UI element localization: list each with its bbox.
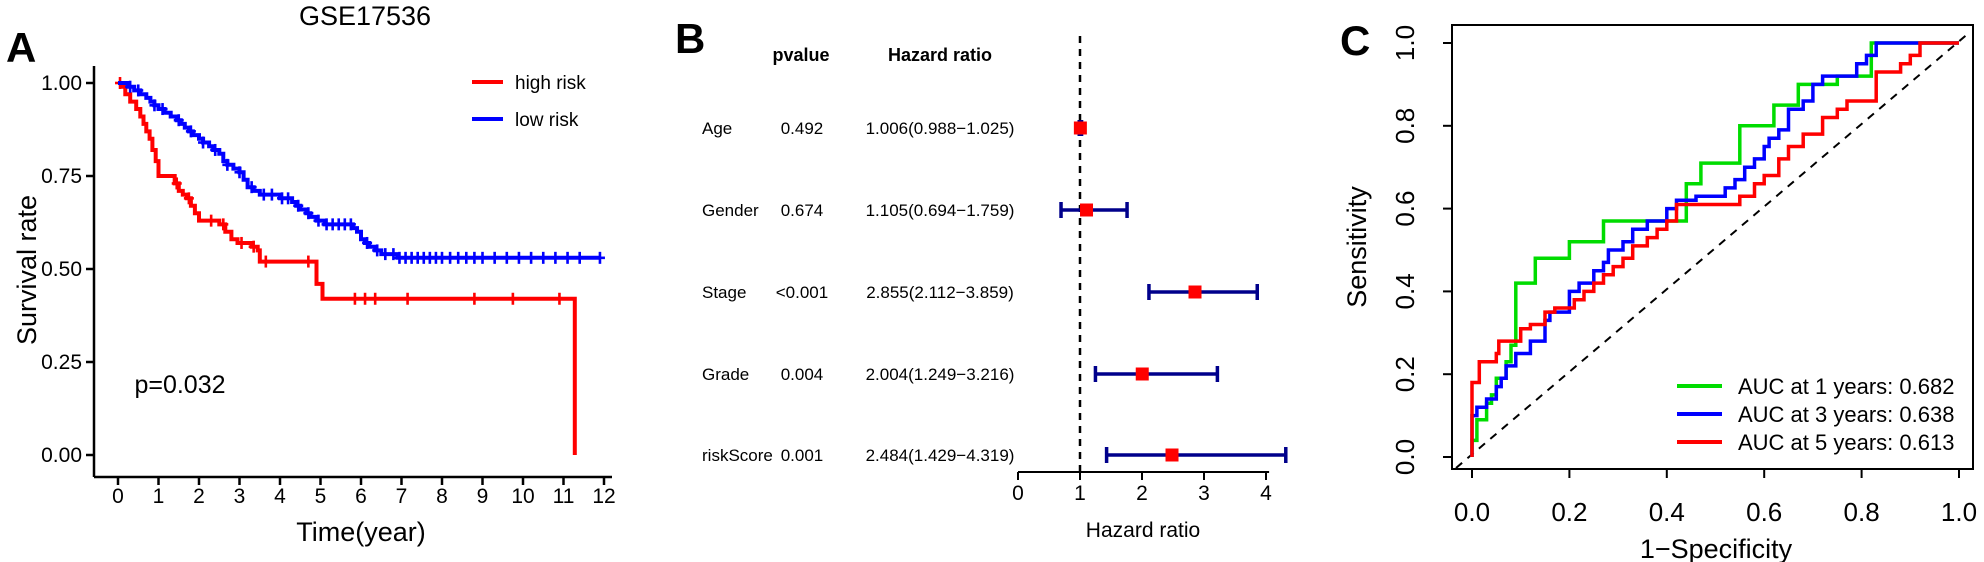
forest-axis-tick-label: 4 — [1260, 482, 1272, 505]
forest-row-label: Grade — [702, 365, 749, 384]
roc-y-tick-label: 0.8 — [1390, 108, 1420, 144]
roc-x-tick-label: 1.0 — [1941, 497, 1977, 527]
forest-row-pvalue: <0.001 — [776, 283, 828, 302]
forest-row-pvalue: 0.492 — [781, 119, 824, 138]
forest-hr-box — [1080, 203, 1094, 217]
km-y-tick-label: 0.25 — [41, 351, 82, 374]
roc-plot-box — [1451, 24, 1974, 470]
km-x-tick-label: 7 — [396, 485, 408, 508]
roc-x-tick-label: 0.8 — [1844, 497, 1880, 527]
km-pvalue-annotation: p=0.032 — [134, 371, 225, 399]
roc-x-tick-label: 0.4 — [1649, 497, 1685, 527]
panel-a-letter: A — [6, 24, 36, 71]
forest-hr-box — [1165, 448, 1179, 462]
km-axes: 0.000.250.500.751.000 1 2 3 4 5 6 7 8 9 10 11 12 — [41, 66, 616, 508]
forest-axis-tick-label: 1 — [1074, 482, 1086, 505]
forest-row-hr-text: 2.484(1.429−4.319) — [866, 446, 1015, 465]
roc-curve-1yr — [1470, 41, 1959, 457]
km-x-tick-label: 8 — [436, 485, 448, 508]
forest-table: Age 0.492 1.006(0.988−1.025) Gender 0.674 1.1… — [702, 119, 1014, 465]
km-x-tick-label: 4 — [274, 485, 286, 508]
roc-curves — [1455, 31, 1971, 469]
km-y-axis-title: Survival rate — [12, 195, 42, 345]
roc-y-tick-label: 0.2 — [1390, 356, 1420, 392]
roc-axes: 0.0 0.0 0.2 0.2 0.4 0.4 0.6 0.6 0.8 0.8 1.0 1.0 — [1390, 24, 1977, 527]
forest-header-hazard-ratio: Hazard ratio — [888, 45, 992, 65]
forest-hr-box — [1135, 367, 1149, 381]
forest-row-pvalue: 0.674 — [781, 201, 824, 220]
km-curve-high-risk — [118, 81, 577, 455]
roc-y-tick-label: 0.6 — [1390, 191, 1420, 227]
km-y-tick-label: 0.00 — [41, 444, 82, 467]
panel-c-letter: C — [1340, 17, 1370, 64]
forest-plot: 0 1 2 3 4 — [1012, 36, 1288, 505]
roc-x-axis-title: 1−Specificity — [1640, 534, 1793, 562]
km-x-tick-label: 9 — [477, 485, 489, 508]
roc-legend-1yr-label: AUC at 1 years: 0.682 — [1738, 374, 1954, 399]
km-legend-low-risk-label: low risk — [515, 110, 579, 131]
km-x-tick-label: 2 — [193, 485, 205, 508]
forest-header-pvalue: pvalue — [772, 45, 829, 65]
roc-y-axis-title: Sensitivity — [1342, 186, 1372, 308]
forest-axis-tick-label: 0 — [1012, 482, 1024, 505]
forest-row-label: Age — [702, 119, 732, 138]
roc-x-tick-label: 0.0 — [1454, 497, 1490, 527]
forest-axis-tick-label: 2 — [1136, 482, 1148, 505]
forest-row-hr-text: 2.855(2.112−3.859) — [866, 283, 1014, 302]
forest-axis-tick-label: 3 — [1198, 482, 1210, 505]
forest-row-label: Stage — [702, 283, 746, 302]
forest-row-label: Gender — [702, 201, 759, 220]
roc-curve-5yr — [1470, 41, 1959, 457]
roc-diagonal-reference-line — [1455, 31, 1971, 469]
km-x-axis-title: Time(year) — [296, 517, 426, 547]
forest-row-hr-text: 1.006(0.988−1.025) — [866, 119, 1015, 138]
km-x-tick-label: 6 — [355, 485, 367, 508]
roc-curve-3yr — [1470, 41, 1959, 457]
km-y-tick-label: 0.50 — [41, 258, 82, 281]
forest-row-pvalue: 0.001 — [781, 446, 824, 465]
roc-legend-3yr-label: AUC at 3 years: 0.638 — [1738, 402, 1954, 427]
roc-y-tick-label: 0.4 — [1390, 273, 1420, 309]
km-x-tick-label: 11 — [553, 485, 575, 508]
km-x-tick-label: 10 — [511, 485, 534, 508]
forest-row-pvalue: 0.004 — [781, 365, 824, 384]
forest-hr-box — [1188, 285, 1202, 299]
forest-hr-box — [1073, 121, 1087, 135]
km-title: GSE17536 — [299, 1, 431, 31]
km-y-tick-label: 1.00 — [41, 72, 82, 95]
roc-legend-5yr-label: AUC at 5 years: 0.613 — [1738, 430, 1954, 455]
roc-y-tick-label: 0.0 — [1390, 439, 1420, 475]
km-x-tick-label: 3 — [234, 485, 246, 508]
roc-x-tick-label: 0.2 — [1551, 497, 1587, 527]
km-x-tick-label: 0 — [112, 485, 124, 508]
forest-row-label: riskScore — [702, 446, 773, 465]
roc-x-tick-label: 0.6 — [1746, 497, 1782, 527]
panel-b-letter: B — [675, 15, 705, 62]
km-x-tick-label: 5 — [315, 485, 327, 508]
km-survival-curves — [115, 77, 605, 455]
forest-row-hr-text: 2.004(1.249−3.216) — [866, 365, 1015, 384]
km-x-tick-label: 1 — [153, 485, 165, 508]
forest-row-hr-text: 1.105(0.694−1.759) — [866, 201, 1015, 220]
roc-y-tick-label: 1.0 — [1390, 25, 1420, 61]
km-y-tick-label: 0.75 — [41, 165, 82, 188]
km-legend-high-risk-label: high risk — [515, 73, 586, 94]
km-x-tick-label: 12 — [592, 485, 615, 508]
forest-axis-title: Hazard ratio — [1086, 519, 1200, 542]
